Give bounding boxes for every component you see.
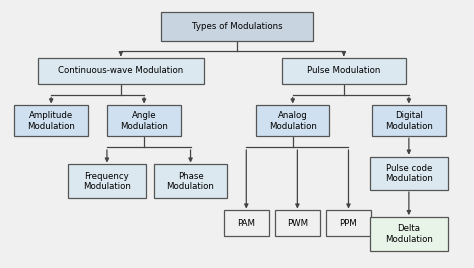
Text: Continuous-wave Modulation: Continuous-wave Modulation <box>58 66 183 76</box>
Text: Angle
Modulation: Angle Modulation <box>120 111 168 131</box>
FancyBboxPatch shape <box>161 12 313 40</box>
Text: Frequency
Modulation: Frequency Modulation <box>83 172 131 191</box>
FancyBboxPatch shape <box>224 210 269 236</box>
FancyBboxPatch shape <box>256 105 329 136</box>
FancyBboxPatch shape <box>108 105 181 136</box>
FancyBboxPatch shape <box>274 210 320 236</box>
FancyBboxPatch shape <box>282 58 406 84</box>
Text: Phase
Modulation: Phase Modulation <box>166 172 215 191</box>
Text: Pulse code
Modulation: Pulse code Modulation <box>385 164 433 183</box>
FancyBboxPatch shape <box>370 217 448 251</box>
Text: Pulse Modulation: Pulse Modulation <box>307 66 381 76</box>
FancyBboxPatch shape <box>372 105 446 136</box>
FancyBboxPatch shape <box>68 165 146 198</box>
Text: Digital
Modulation: Digital Modulation <box>385 111 433 131</box>
Text: PAM: PAM <box>237 219 255 228</box>
FancyBboxPatch shape <box>326 210 371 236</box>
Text: Types of Modulations: Types of Modulations <box>191 22 283 31</box>
FancyBboxPatch shape <box>154 165 227 198</box>
Text: PPM: PPM <box>339 219 357 228</box>
FancyBboxPatch shape <box>15 105 88 136</box>
FancyBboxPatch shape <box>38 58 204 84</box>
Text: PWM: PWM <box>287 219 308 228</box>
FancyBboxPatch shape <box>370 157 448 190</box>
Text: Analog
Modulation: Analog Modulation <box>269 111 317 131</box>
Text: Amplitude
Modulation: Amplitude Modulation <box>27 111 75 131</box>
Text: Delta
Modulation: Delta Modulation <box>385 224 433 244</box>
